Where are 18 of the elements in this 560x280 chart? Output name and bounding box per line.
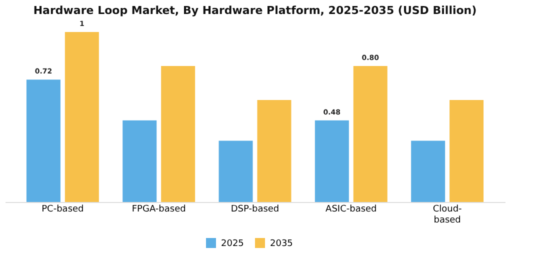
bar	[218, 140, 253, 202]
bar	[257, 100, 292, 202]
bar	[122, 120, 157, 202]
bar	[450, 100, 484, 202]
bar	[26, 80, 60, 202]
legend-label: 2025	[221, 239, 244, 249]
bar	[314, 120, 349, 202]
chart-title: Hardware Loop Market, By Hardware Platform, 2025-2035 (USD Billion)	[33, 4, 477, 17]
bar	[353, 66, 388, 202]
bar	[411, 140, 446, 202]
x-tick-label: Cloud-based	[432, 204, 462, 226]
x-tick-label: PC-based	[42, 204, 84, 214]
x-tick-label: ASIC-based	[326, 204, 377, 214]
bar	[64, 32, 99, 202]
bar	[161, 66, 196, 202]
x-tick-label: DSP-based	[230, 204, 280, 214]
x-tick-label: FPGA-based	[132, 204, 186, 214]
legend-label: 2035	[270, 239, 293, 249]
